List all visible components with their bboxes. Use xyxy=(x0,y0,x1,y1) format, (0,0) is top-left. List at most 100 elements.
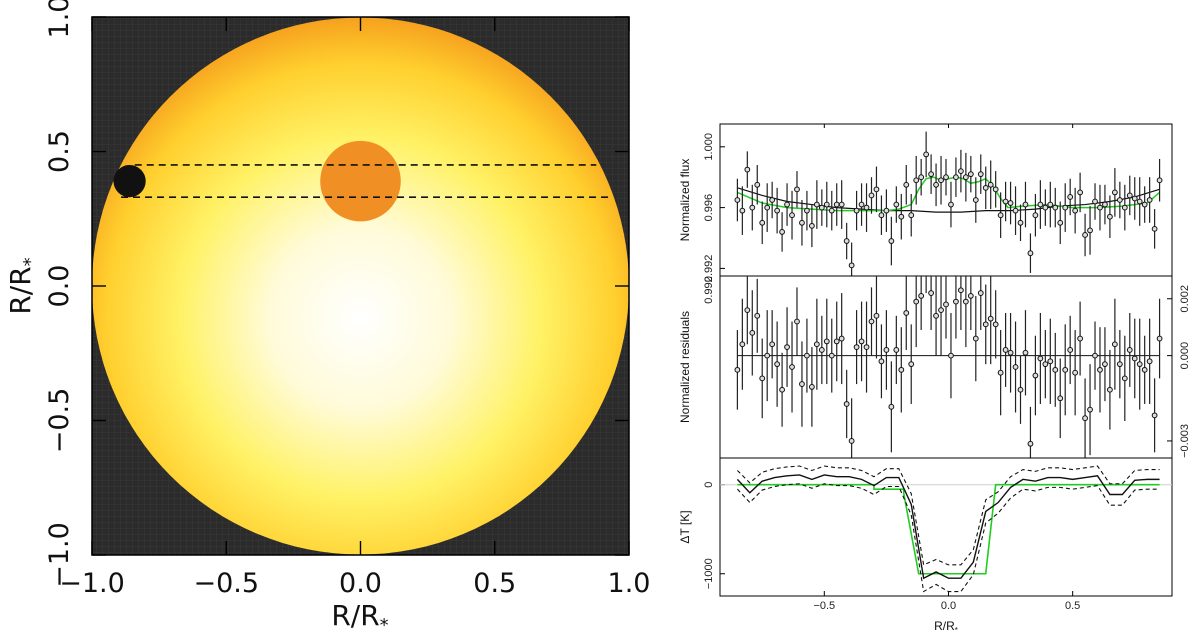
flux-point xyxy=(873,186,880,193)
flux-ytick-label: 1.000 xyxy=(703,133,715,161)
residual-point xyxy=(848,438,855,444)
residual-point xyxy=(1092,352,1098,359)
residual-point xyxy=(759,375,766,382)
stellar-disk xyxy=(92,17,629,555)
disk-xtick-label: −1.0 xyxy=(59,568,125,599)
disk-ytick-label: −1.0 xyxy=(44,522,75,588)
residual-point xyxy=(933,312,939,319)
residual-point xyxy=(813,341,820,348)
residual-point xyxy=(1037,355,1044,362)
flux-point xyxy=(962,174,969,181)
flux-point xyxy=(1102,201,1108,208)
residual-left-tick-label: 0.992 xyxy=(703,276,715,304)
flux-point xyxy=(784,201,790,208)
temperature-model-green xyxy=(737,483,1160,575)
disk-ytick-label: −0.5 xyxy=(44,388,75,454)
flux-point xyxy=(858,201,865,208)
residual-ticks: 0.992 −0.003 0.000 0.002 xyxy=(703,276,1191,458)
residual-point xyxy=(1007,349,1014,356)
residual-point xyxy=(749,329,756,336)
residual-point xyxy=(948,352,954,359)
flux-point xyxy=(734,197,741,203)
flux-point xyxy=(754,181,761,188)
flux-point xyxy=(1136,198,1143,205)
flux-point xyxy=(828,207,835,214)
flux-point xyxy=(1116,197,1123,203)
residual-point xyxy=(1126,347,1133,353)
flux-point xyxy=(1072,207,1079,214)
flux-point xyxy=(838,201,845,208)
disk-xlabel: R/R* xyxy=(331,599,388,636)
residual-point xyxy=(898,366,905,373)
flux-point xyxy=(1052,204,1059,211)
residual-point xyxy=(804,352,810,359)
residual-point xyxy=(943,301,949,308)
planet-disk xyxy=(113,164,146,198)
flux-point xyxy=(804,207,810,214)
flux-point xyxy=(1156,177,1163,184)
flux-point xyxy=(943,174,949,181)
residual-point xyxy=(903,310,910,316)
residual-point xyxy=(1067,347,1074,353)
residual-point xyxy=(938,307,944,314)
residual-point xyxy=(1032,372,1039,379)
flux-point xyxy=(1141,201,1148,208)
flux-model-black xyxy=(737,187,1160,213)
residual-point xyxy=(928,290,934,296)
flux-point xyxy=(1087,227,1093,234)
flux-ylabel: Normalized flux xyxy=(678,159,692,242)
temperature-ylabel: ΔT [K] xyxy=(678,510,692,543)
residual-point xyxy=(744,307,751,314)
residual-point xyxy=(838,335,845,342)
residual-points xyxy=(734,276,1163,458)
residual-point xyxy=(828,352,835,359)
flux-point xyxy=(813,201,820,208)
flux-point xyxy=(923,151,930,158)
flux-point xyxy=(977,171,984,178)
flux-point xyxy=(1062,204,1069,211)
flux-point xyxy=(878,212,885,219)
flux-point xyxy=(1126,192,1133,199)
disk-ytick-label: 1.0 xyxy=(44,0,75,38)
flux-point xyxy=(764,204,771,211)
residual-point xyxy=(779,386,785,393)
flux-point xyxy=(843,238,850,244)
residual-point xyxy=(977,290,984,296)
temperature-upper-bound xyxy=(736,465,1160,566)
residual-point xyxy=(1022,349,1029,356)
residual-point xyxy=(1072,369,1079,376)
residual-point xyxy=(992,321,999,328)
residual-point xyxy=(1151,412,1158,419)
residual-point xyxy=(883,347,890,353)
residual-point xyxy=(823,338,830,345)
residual-point xyxy=(833,338,840,345)
residual-point xyxy=(799,381,805,387)
residual-point xyxy=(794,318,800,325)
residual-point xyxy=(843,401,850,407)
flux-point xyxy=(818,204,825,211)
residual-point xyxy=(818,347,825,353)
flux-point xyxy=(888,238,895,244)
flux-point xyxy=(1037,201,1044,208)
flux-point xyxy=(982,184,989,191)
flux-point xyxy=(883,207,890,214)
residual-point xyxy=(769,341,776,348)
residual-point xyxy=(972,335,979,342)
residual-point xyxy=(918,293,925,299)
disk-xtick-label: −0.5 xyxy=(193,568,259,599)
disk-xtick-label: 1.0 xyxy=(608,568,651,599)
residual-point xyxy=(982,321,989,328)
flux-points xyxy=(734,131,1163,276)
flux-point xyxy=(953,174,959,181)
flux-point xyxy=(903,181,910,188)
flux-point xyxy=(948,201,954,208)
flux-point xyxy=(833,201,840,208)
temperature-xtick-label: 0.0 xyxy=(941,600,956,612)
residual-point xyxy=(1062,366,1069,373)
flux-point xyxy=(868,192,875,199)
flux-point xyxy=(1032,212,1039,219)
residual-point xyxy=(1141,366,1148,373)
temperature-lower-bound xyxy=(736,483,1160,593)
residual-point xyxy=(1156,335,1163,342)
